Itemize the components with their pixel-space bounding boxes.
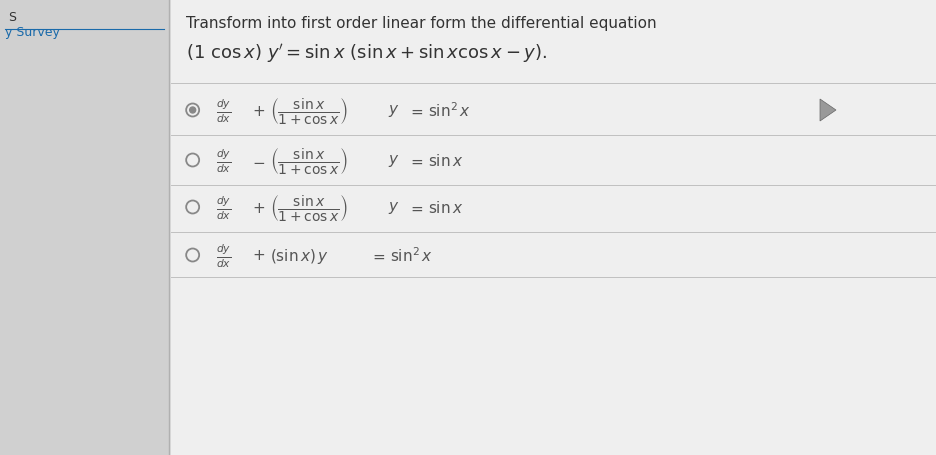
Text: $\left(\dfrac{\sin x}{1+\cos x}\right)$: $\left(\dfrac{\sin x}{1+\cos x}\right)$ — [270, 146, 347, 176]
Text: $=$: $=$ — [407, 103, 423, 118]
Text: y Survey: y Survey — [5, 26, 60, 39]
Text: $\sin x$: $\sin x$ — [427, 153, 462, 169]
Text: $\sin^2 x$: $\sin^2 x$ — [389, 246, 432, 265]
Circle shape — [189, 108, 196, 114]
FancyBboxPatch shape — [170, 0, 936, 455]
Text: $\sin^2 x$: $\sin^2 x$ — [427, 101, 470, 120]
Text: Transform into first order linear form the differential equation: Transform into first order linear form t… — [185, 16, 655, 31]
Text: $+$: $+$ — [252, 103, 265, 118]
Text: $\left(\dfrac{\sin x}{1+\cos x}\right)$: $\left(\dfrac{\sin x}{1+\cos x}\right)$ — [270, 192, 347, 222]
Text: $\sin x$: $\sin x$ — [427, 200, 462, 216]
Polygon shape — [819, 100, 835, 122]
Text: $(\sin x)\,y$: $(\sin x)\,y$ — [270, 246, 329, 265]
Text: $=$: $=$ — [407, 200, 423, 215]
Text: $=$: $=$ — [370, 248, 386, 263]
Text: $\frac{dy}{dx}$: $\frac{dy}{dx}$ — [215, 194, 230, 221]
Text: $y$: $y$ — [388, 103, 399, 119]
Text: $y$: $y$ — [388, 153, 399, 169]
Text: $y$: $y$ — [388, 200, 399, 216]
Text: $\frac{dy}{dx}$: $\frac{dy}{dx}$ — [215, 97, 230, 125]
Text: S: S — [8, 11, 16, 24]
Text: $-$: $-$ — [252, 153, 265, 168]
FancyBboxPatch shape — [0, 0, 168, 455]
Text: $\frac{dy}{dx}$: $\frac{dy}{dx}$ — [215, 147, 230, 174]
Text: $(1\ \cos x)\ y^{\prime} = \sin x\ (\sin x + \sin x\cos x - y).$: $(1\ \cos x)\ y^{\prime} = \sin x\ (\sin… — [185, 41, 546, 64]
Text: $+$: $+$ — [252, 248, 265, 263]
Text: $\frac{dy}{dx}$: $\frac{dy}{dx}$ — [215, 242, 230, 269]
Text: $\left(\dfrac{\sin x}{1+\cos x}\right)$: $\left(\dfrac{\sin x}{1+\cos x}\right)$ — [270, 96, 347, 126]
Text: $+$: $+$ — [252, 200, 265, 215]
Text: $=$: $=$ — [407, 153, 423, 168]
